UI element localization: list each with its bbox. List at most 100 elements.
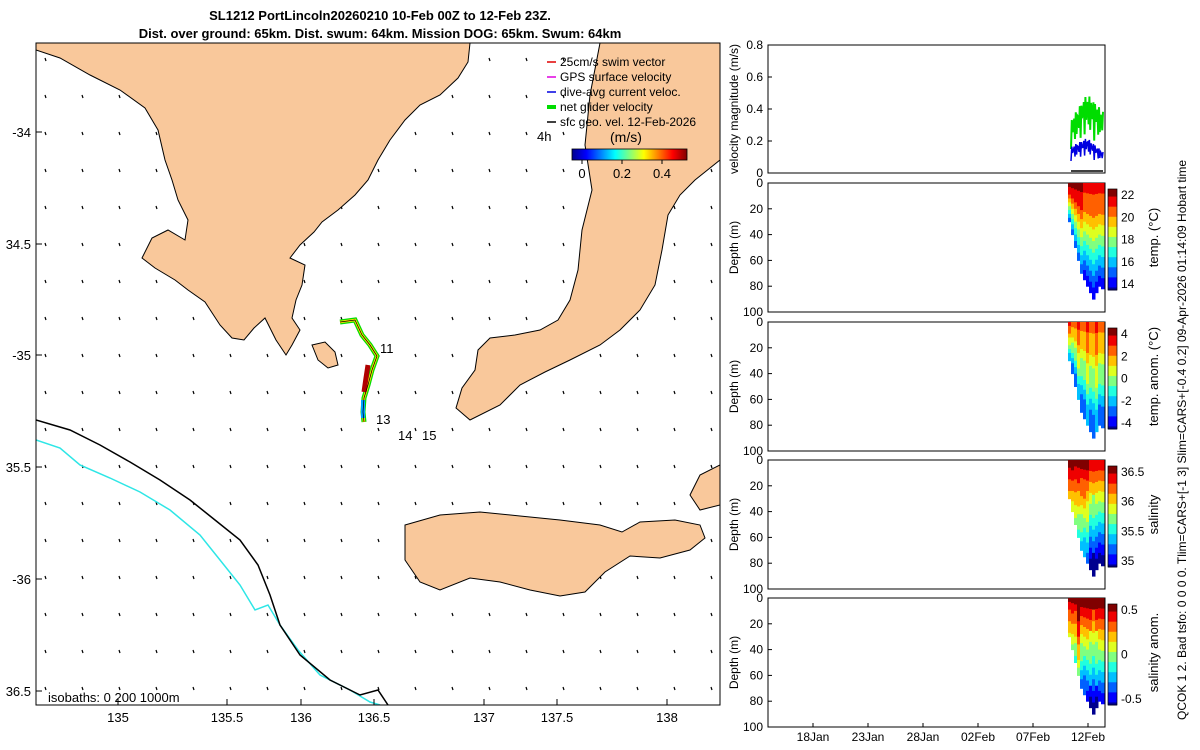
velocity-arrow xyxy=(414,575,417,580)
colorbar-cell xyxy=(1108,669,1117,673)
section-cell xyxy=(1095,420,1099,433)
velocity-arrow xyxy=(340,575,343,580)
section-cell xyxy=(1074,234,1078,242)
velocity-arrow xyxy=(451,686,454,691)
section-cell xyxy=(1092,380,1096,393)
section-cell xyxy=(1077,329,1081,338)
section-cell xyxy=(1071,639,1075,645)
velocity-arrow xyxy=(599,649,602,654)
colorbar-cell xyxy=(1108,340,1117,344)
section-cell xyxy=(1098,322,1102,333)
velocity-arrow xyxy=(266,501,269,506)
section-cell xyxy=(1068,628,1072,634)
velocity-arrow xyxy=(525,168,528,173)
section-cell xyxy=(1086,511,1090,523)
section-cell xyxy=(1080,210,1084,220)
velocity-arrow xyxy=(229,575,232,580)
colorbar-title: (m/s) xyxy=(610,129,642,145)
section-cell xyxy=(1101,629,1105,641)
section-cell xyxy=(1098,532,1102,544)
section-cell xyxy=(1092,483,1096,496)
section-cell xyxy=(1098,255,1102,267)
colorbar-frame xyxy=(1107,465,1118,568)
section-cell xyxy=(1071,342,1075,349)
velocity-arrow xyxy=(488,279,491,284)
section-cell xyxy=(1074,354,1078,362)
section-cell xyxy=(1095,387,1099,400)
velocity-arrow xyxy=(562,686,565,691)
colorbar-cell xyxy=(1108,476,1117,480)
section-cell xyxy=(1098,203,1102,215)
section-cell xyxy=(1071,613,1075,620)
colorbar-cell xyxy=(1108,551,1117,555)
section-cell xyxy=(1077,475,1081,484)
map-y-tick-label: -36 xyxy=(12,572,31,587)
section-cell xyxy=(1077,206,1081,215)
section-cell xyxy=(1080,679,1084,689)
section-cell xyxy=(1095,536,1099,549)
colorbar-cell xyxy=(1108,284,1117,288)
section-cell xyxy=(1098,193,1102,205)
section-cell xyxy=(1086,373,1090,385)
section-cell xyxy=(1086,470,1090,482)
colorbar-cell xyxy=(1108,657,1117,661)
velocity-arrow xyxy=(155,612,158,617)
colorbar-cell xyxy=(1108,524,1117,528)
section-cell xyxy=(1077,460,1081,469)
section-cell xyxy=(1086,383,1090,395)
section-cell xyxy=(1077,383,1081,393)
velocity-arrow xyxy=(636,686,639,691)
section-cell xyxy=(1074,598,1078,605)
section-cell xyxy=(1098,542,1102,554)
section-cell xyxy=(1071,183,1075,189)
section-cell xyxy=(1089,685,1093,698)
section-cell xyxy=(1086,552,1090,564)
section-cell xyxy=(1098,511,1102,523)
colorbar-cell xyxy=(1108,486,1117,490)
section-cell xyxy=(1077,621,1081,630)
section-cell xyxy=(1098,332,1102,344)
colorbar-cell xyxy=(1108,529,1117,533)
velocity-arrow xyxy=(377,427,380,432)
section-cell xyxy=(1092,656,1096,669)
colorbar-cell xyxy=(1108,370,1117,374)
velocity-arrow xyxy=(636,612,639,617)
section-cell xyxy=(1074,604,1078,612)
map-x-axis: 135 135.5 136 136.5 137 137.5 138 xyxy=(107,699,678,725)
colorbar-cell xyxy=(1108,616,1117,620)
section-cell xyxy=(1086,265,1090,277)
section-cell xyxy=(1074,623,1078,631)
section-cell xyxy=(1086,342,1090,354)
section-cell xyxy=(1089,248,1093,261)
section-cell xyxy=(1071,224,1075,230)
x-tick-label: 12Feb xyxy=(1071,730,1105,744)
colorbar-cell xyxy=(1108,338,1117,342)
section-cell xyxy=(1068,601,1072,607)
colorbar-tick-label: 4 xyxy=(1121,327,1128,341)
section-cell xyxy=(1068,483,1072,488)
section-cell xyxy=(1098,394,1102,406)
y-tick-label: 0.6 xyxy=(746,70,763,84)
velocity-arrow xyxy=(44,168,47,173)
section-cell xyxy=(1080,616,1084,626)
y-tick-label: 0 xyxy=(756,166,763,180)
section-cell xyxy=(1095,354,1099,367)
velocity-arrow xyxy=(377,649,380,654)
section-cell xyxy=(1095,322,1099,334)
velocity-arrow xyxy=(562,94,565,99)
y-tick-label: 0.2 xyxy=(746,134,763,148)
section-cell xyxy=(1098,649,1102,661)
velocity-arrow xyxy=(44,205,47,210)
colorbar-cell xyxy=(1108,544,1117,548)
section-cell xyxy=(1080,376,1084,386)
map-x-tick-label: 137.5 xyxy=(541,710,574,725)
velocity-arrow xyxy=(229,538,232,543)
panel-frame xyxy=(767,321,1106,452)
section-cell xyxy=(1077,221,1081,230)
y-axis-label: velocity magnitude (m/s) xyxy=(727,44,741,174)
colorbar-cell xyxy=(1108,388,1117,392)
y-tick-label: 80 xyxy=(750,556,764,570)
section-cell xyxy=(1080,625,1084,635)
colorbar-cell xyxy=(1108,511,1117,515)
